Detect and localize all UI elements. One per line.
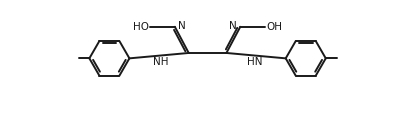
Text: NH: NH: [153, 57, 168, 66]
Text: OH: OH: [266, 22, 282, 32]
Text: N: N: [178, 21, 185, 31]
Text: HN: HN: [247, 57, 262, 66]
Text: HO: HO: [133, 22, 149, 32]
Text: N: N: [230, 21, 237, 31]
